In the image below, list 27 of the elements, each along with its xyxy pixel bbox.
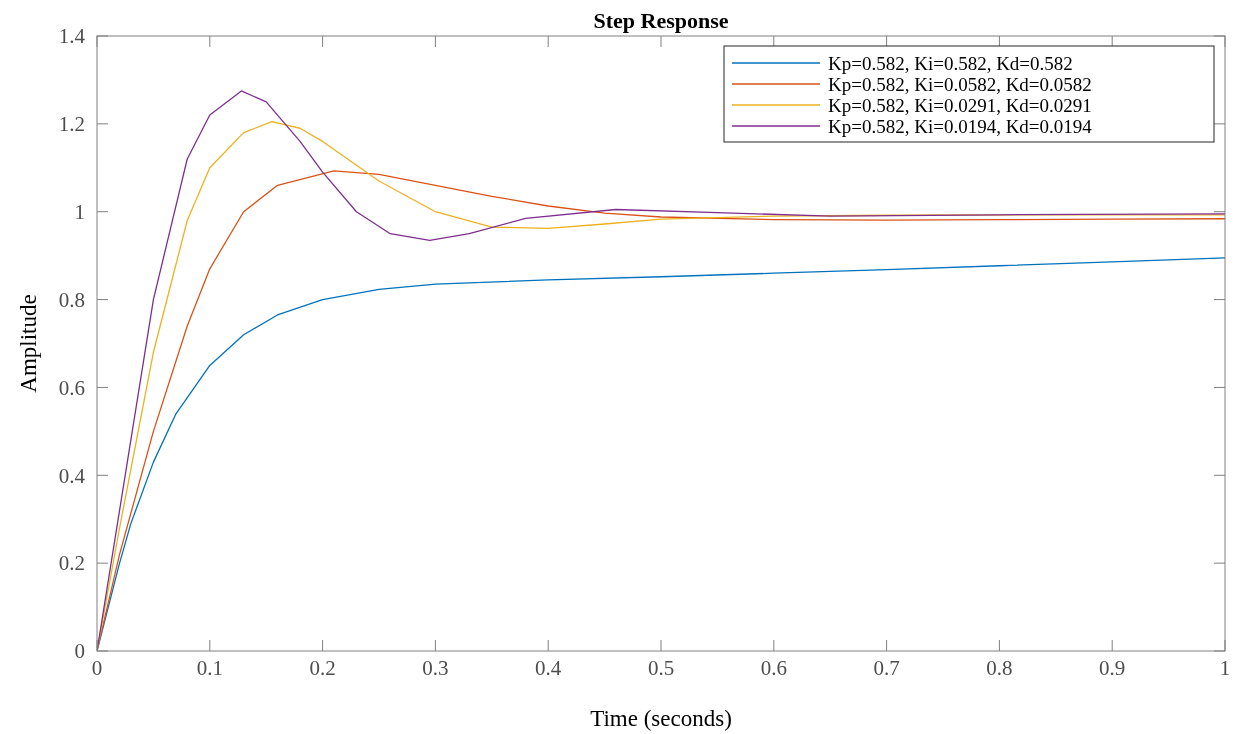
y-tick-label: 0.6: [58, 375, 85, 400]
x-tick-label: 0.1: [196, 656, 223, 680]
legend-label: Kp=0.582, Ki=0.0194, Kd=0.0194: [828, 115, 1093, 137]
x-tick-label: 0: [91, 656, 103, 680]
y-axis-title: Amplitude: [16, 294, 41, 393]
y-tick-label: 0.2: [58, 551, 85, 576]
x-tick-label: 0.7: [873, 656, 900, 680]
y-tick-label: 0: [74, 639, 85, 664]
x-tick-label: 1: [1219, 656, 1231, 680]
x-tick-label: 0.8: [986, 656, 1013, 680]
y-tick-label: 0.8: [58, 287, 85, 312]
y-tick-label: 1.2: [58, 112, 85, 137]
x-tick-label: 0.5: [647, 656, 675, 680]
legend-label: Kp=0.582, Ki=0.0582, Kd=0.0582: [828, 73, 1092, 95]
y-tick-label: 1: [74, 200, 85, 225]
x-axis-title: Time (seconds): [590, 706, 732, 731]
x-tick-label: 0.4: [535, 656, 562, 680]
x-tick-label: 0.2: [309, 656, 336, 680]
legend-label: Kp=0.582, Ki=0.582, Kd=0.582: [828, 52, 1073, 74]
chart-title: Step Response: [593, 8, 729, 33]
x-tick-label: 0.9: [1099, 656, 1126, 680]
x-tick-label: 0.3: [422, 656, 449, 680]
y-tick-label: 1.4: [58, 24, 86, 49]
legend-label: Kp=0.582, Ki=0.0291, Kd=0.0291: [828, 94, 1092, 116]
x-tick-label: 0.6: [760, 656, 787, 680]
line-series: [97, 257, 1225, 651]
y-tick-label: 0.4: [58, 463, 86, 488]
